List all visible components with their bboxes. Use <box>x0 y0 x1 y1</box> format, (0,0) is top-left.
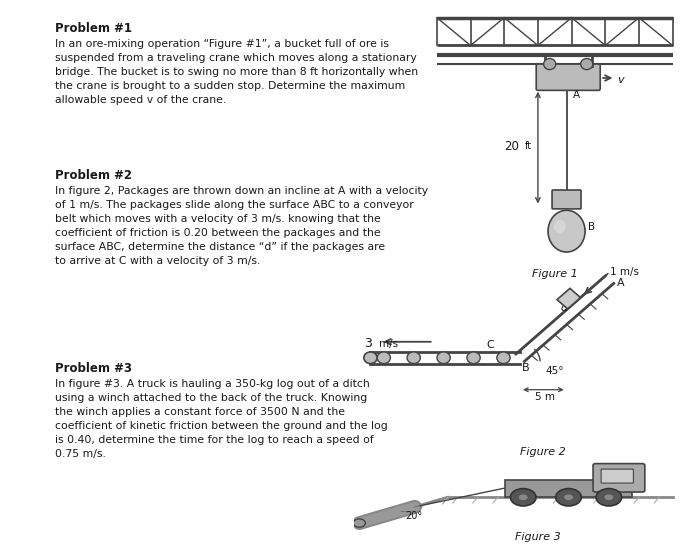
Circle shape <box>437 352 450 364</box>
Circle shape <box>556 488 581 506</box>
Text: In figure #3. A truck is hauling a 350-kg log out of a ditch
using a winch attac: In figure #3. A truck is hauling a 350-k… <box>55 379 388 459</box>
Text: 20: 20 <box>504 140 519 153</box>
Ellipse shape <box>554 219 566 233</box>
Circle shape <box>354 519 365 527</box>
Circle shape <box>604 494 614 501</box>
Circle shape <box>364 352 377 364</box>
Text: ft: ft <box>524 141 531 151</box>
Circle shape <box>377 352 391 364</box>
Text: C: C <box>487 340 495 350</box>
Polygon shape <box>557 289 580 309</box>
Text: 45°: 45° <box>545 366 564 376</box>
Ellipse shape <box>548 211 585 252</box>
Text: Problem #3: Problem #3 <box>55 362 132 375</box>
Text: Figure 2: Figure 2 <box>521 447 566 457</box>
Circle shape <box>596 488 622 506</box>
Circle shape <box>544 58 556 70</box>
FancyBboxPatch shape <box>536 64 600 90</box>
FancyBboxPatch shape <box>601 469 634 483</box>
Circle shape <box>510 488 536 506</box>
Text: 3: 3 <box>364 338 372 350</box>
Circle shape <box>564 494 573 501</box>
Text: Problem #2: Problem #2 <box>55 169 132 182</box>
FancyBboxPatch shape <box>593 463 645 492</box>
Text: Problem #1: Problem #1 <box>55 22 132 35</box>
Text: B: B <box>522 363 529 373</box>
Text: A: A <box>573 90 580 100</box>
Circle shape <box>581 58 593 70</box>
Circle shape <box>518 494 528 501</box>
Text: 5 m: 5 m <box>535 392 555 402</box>
Text: Figure 1: Figure 1 <box>532 269 578 279</box>
Text: d: d <box>561 303 568 313</box>
Text: In an ore-mixing operation “Figure #1”, a bucket full of ore is
suspended from a: In an ore-mixing operation “Figure #1”, … <box>55 39 418 105</box>
Text: v: v <box>617 75 624 85</box>
Text: Figure 3: Figure 3 <box>515 532 561 542</box>
Text: In figure 2, Packages are thrown down an incline at A with a velocity
of 1 m/s. : In figure 2, Packages are thrown down an… <box>55 186 428 266</box>
Circle shape <box>467 352 480 364</box>
Text: 20°: 20° <box>405 511 423 521</box>
Circle shape <box>497 352 510 364</box>
Text: B: B <box>589 222 596 232</box>
Text: 1 m/s: 1 m/s <box>610 267 639 277</box>
Text: A: A <box>617 278 624 289</box>
Text: m/s: m/s <box>379 339 398 349</box>
Circle shape <box>407 352 420 364</box>
Bar <box>505 480 632 497</box>
FancyBboxPatch shape <box>552 190 581 209</box>
